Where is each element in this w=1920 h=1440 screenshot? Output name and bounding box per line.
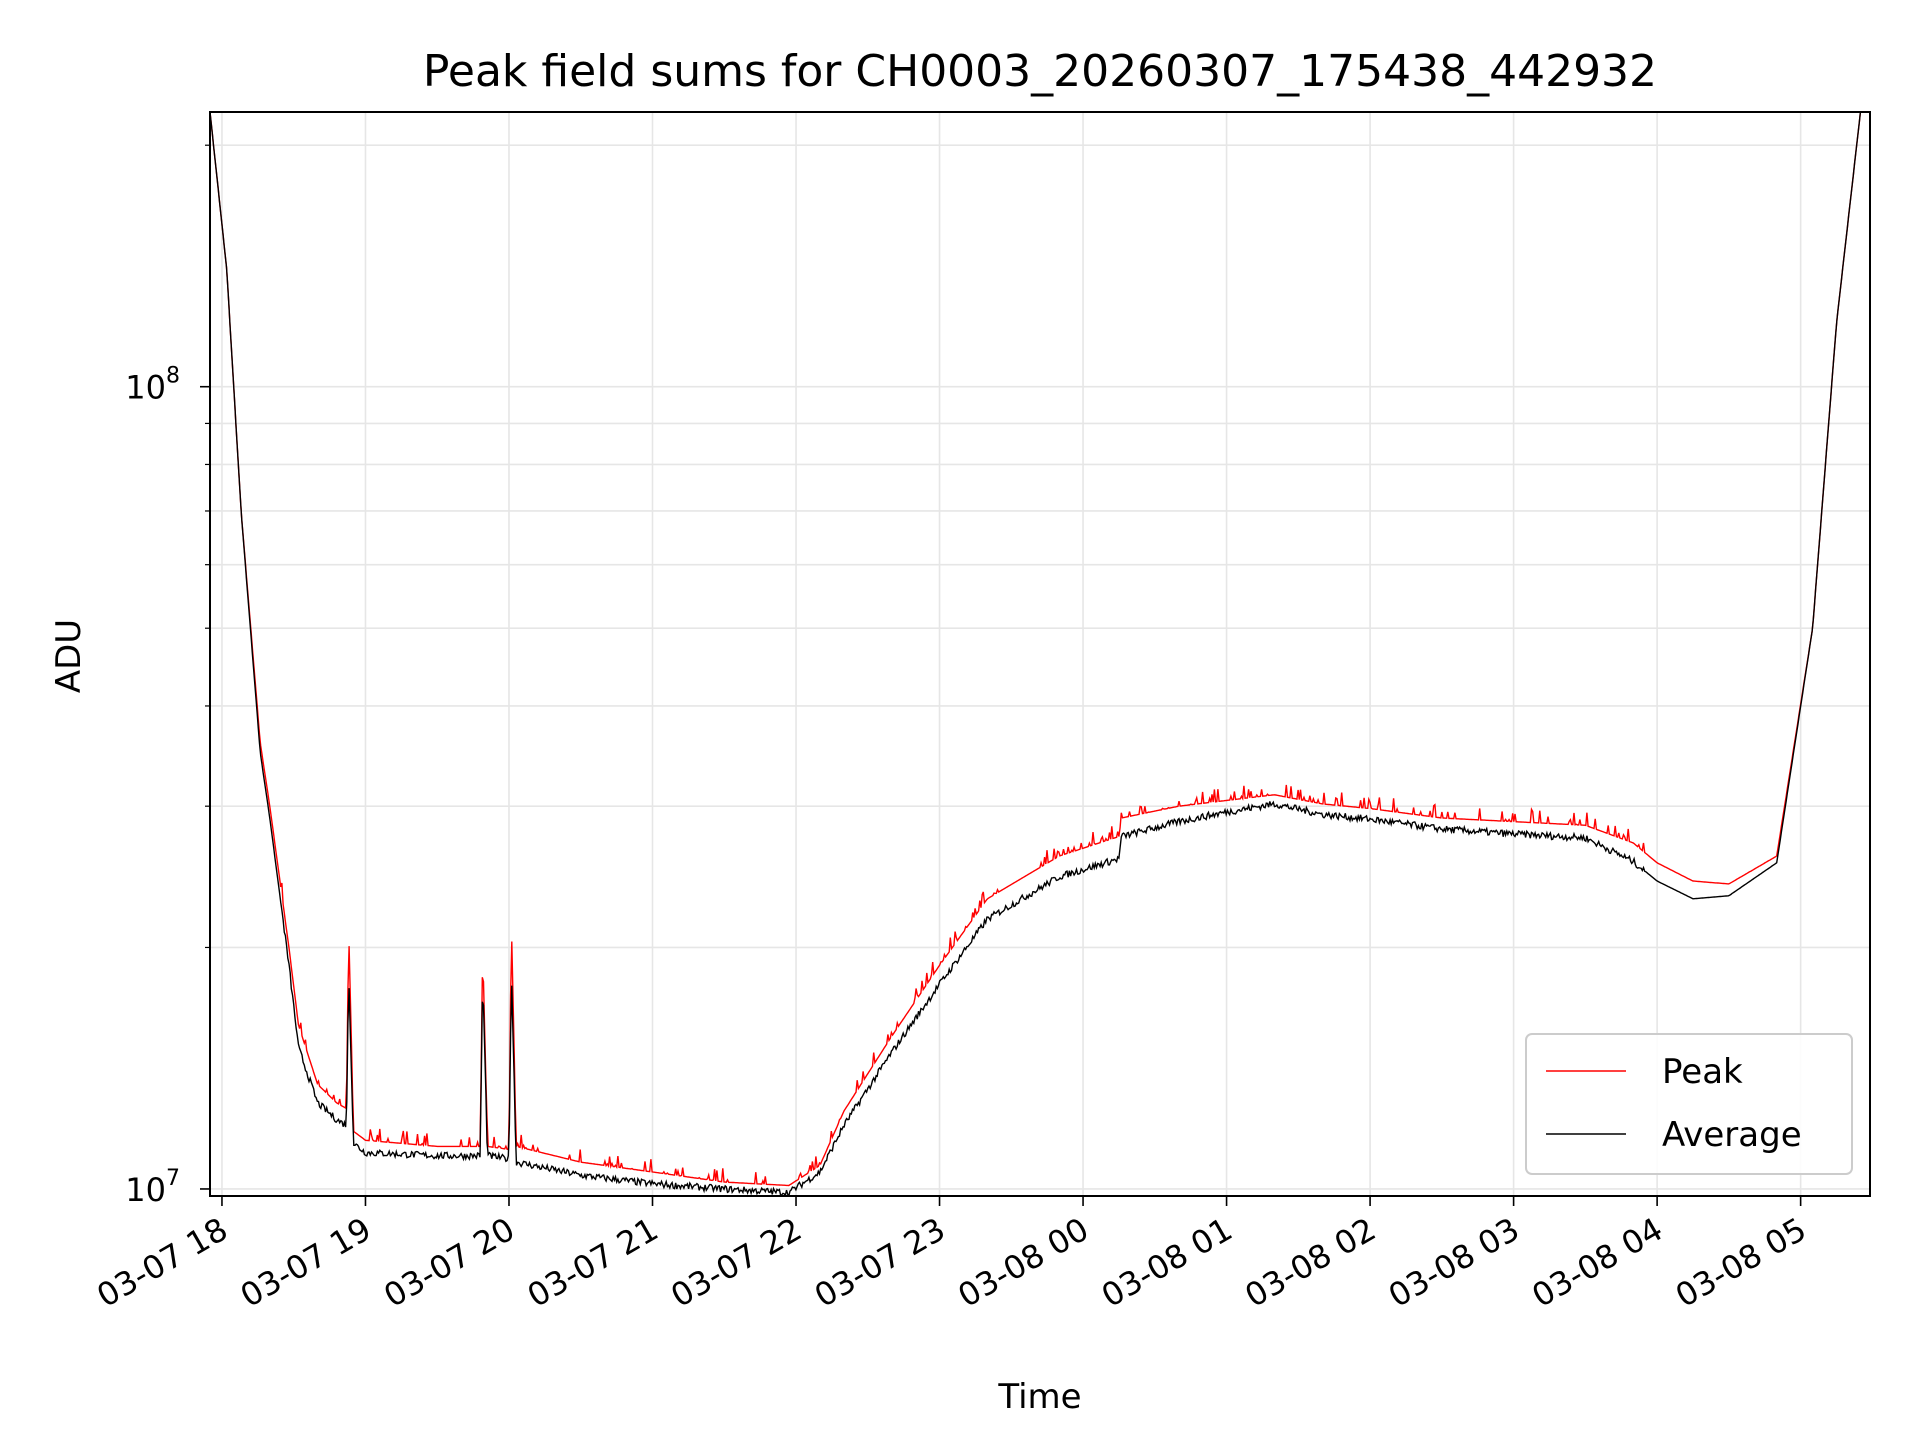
y-ticks: 107 108 (125, 144, 210, 1209)
plot-frame (209, 111, 1871, 1197)
chart-title: Peak field sums for CH0003_20260307_1754… (423, 46, 1657, 97)
y-tick-label: 108 (125, 364, 180, 407)
grid (210, 112, 1870, 1196)
legend-average-label: Average (1662, 1115, 1802, 1155)
y-tick-label: 107 (125, 1166, 180, 1209)
legend-peak-label: Peak (1662, 1052, 1743, 1092)
y-axis-label: ADU (49, 619, 89, 693)
average-series-line (210, 112, 1862, 1196)
legend: Peak Average (1525, 1033, 1853, 1175)
plot-lines (210, 112, 1862, 1196)
legend-box (1525, 1033, 1853, 1175)
x-axis-label: Time (997, 1377, 1081, 1417)
